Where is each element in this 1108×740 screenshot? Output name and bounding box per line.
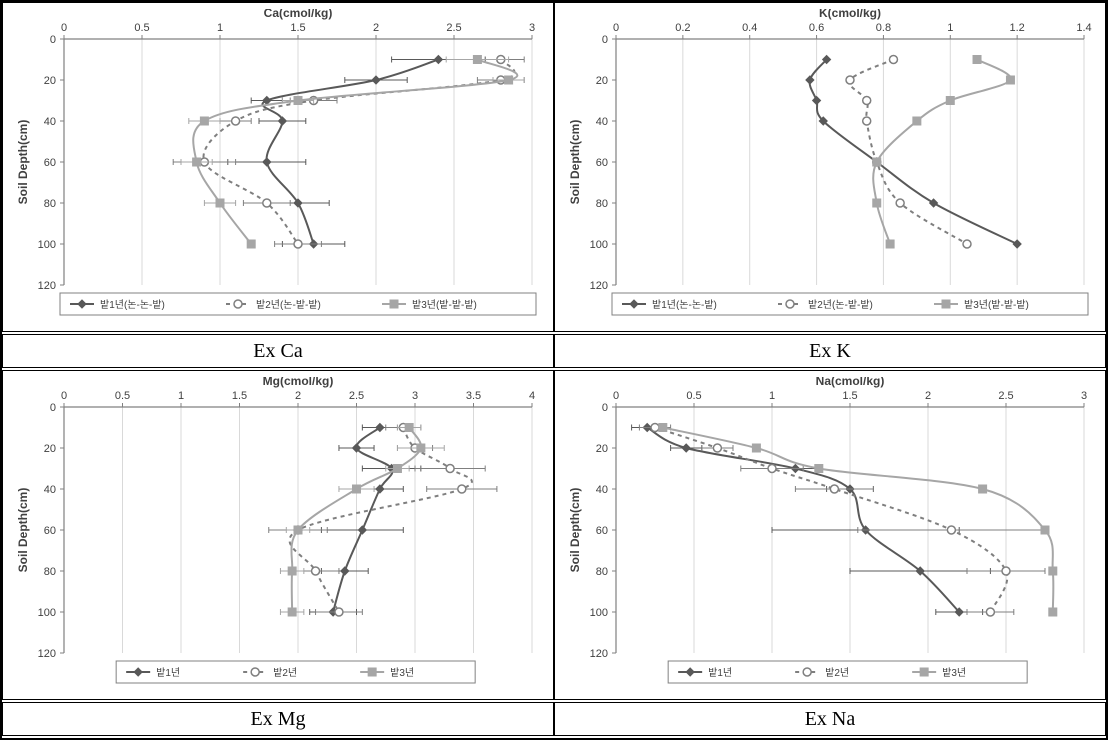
svg-text:0: 0 xyxy=(613,390,619,402)
svg-text:밭2년(논-밭-밭): 밭2년(논-밭-밭) xyxy=(256,299,321,311)
svg-text:3: 3 xyxy=(412,390,418,402)
svg-text:0: 0 xyxy=(50,402,56,414)
chart-k: 0 0.2 0.4 0.6 0.8 1 1.2 1.4 0 20 40 60 80 100 120 K(cmo… xyxy=(554,2,1106,332)
svg-text:40: 40 xyxy=(596,116,608,128)
svg-text:밭1년(논-논-밭): 밭1년(논-논-밭) xyxy=(652,299,717,311)
svg-text:0.5: 0.5 xyxy=(134,22,149,34)
svg-text:2: 2 xyxy=(925,390,931,402)
svg-text:0.5: 0.5 xyxy=(115,390,130,402)
caption-mg: Ex Mg xyxy=(2,702,554,736)
svg-text:2.5: 2.5 xyxy=(349,390,364,402)
svg-text:1.5: 1.5 xyxy=(842,390,857,402)
svg-text:2.5: 2.5 xyxy=(446,22,461,34)
svg-text:60: 60 xyxy=(596,157,608,169)
svg-text:0: 0 xyxy=(50,34,56,46)
chart-na: 0 0.5 1 1.5 2 2.5 3 0 20 40 60 80 100 120 Na(cmol/kg) S… xyxy=(554,370,1106,700)
svg-text:60: 60 xyxy=(44,157,56,169)
svg-text:밭3년: 밭3년 xyxy=(390,667,414,679)
svg-text:밭3년(밭-밭-밭): 밭3년(밭-밭-밭) xyxy=(412,299,477,311)
svg-text:1: 1 xyxy=(947,22,953,34)
svg-text:0: 0 xyxy=(61,22,67,34)
svg-text:1.4: 1.4 xyxy=(1076,22,1091,34)
svg-text:120: 120 xyxy=(590,280,608,292)
svg-text:2.5: 2.5 xyxy=(998,390,1013,402)
svg-text:0.5: 0.5 xyxy=(686,390,701,402)
svg-text:1: 1 xyxy=(769,390,775,402)
svg-text:0: 0 xyxy=(602,402,608,414)
svg-text:1: 1 xyxy=(217,22,223,34)
chart-ca: 0 0.5 1 1.5 2 2.5 3 0 20 40 60 80 100 120 Ca(cmol/kg) S… xyxy=(2,2,554,332)
svg-text:80: 80 xyxy=(44,198,56,210)
svg-text:1.5: 1.5 xyxy=(290,22,305,34)
svg-text:밭2년(논-밭-밭): 밭2년(논-밭-밭) xyxy=(808,299,873,311)
svg-text:밭3년: 밭3년 xyxy=(942,667,966,679)
svg-text:20: 20 xyxy=(596,443,608,455)
svg-text:Soil Depth(cm): Soil Depth(cm) xyxy=(568,120,582,205)
svg-text:밭1년: 밭1년 xyxy=(156,667,180,679)
svg-text:60: 60 xyxy=(596,525,608,537)
svg-text:1.5: 1.5 xyxy=(232,390,247,402)
svg-text:Soil Depth(cm): Soil Depth(cm) xyxy=(16,488,30,573)
svg-text:K(cmol/kg): K(cmol/kg) xyxy=(819,9,881,20)
caption-ca: Ex Ca xyxy=(2,334,554,368)
svg-text:0.4: 0.4 xyxy=(742,22,757,34)
svg-text:100: 100 xyxy=(590,239,608,251)
svg-text:Soil Depth(cm): Soil Depth(cm) xyxy=(568,488,582,573)
chart-mg: 00.511.522.533.54020406080100120Mg(cmol/… xyxy=(2,370,554,700)
svg-text:20: 20 xyxy=(44,75,56,87)
svg-text:4: 4 xyxy=(529,390,535,402)
svg-text:40: 40 xyxy=(44,116,56,128)
svg-text:40: 40 xyxy=(596,484,608,496)
svg-text:밭1년(논-논-밭): 밭1년(논-논-밭) xyxy=(100,299,165,311)
svg-text:Mg(cmol/kg): Mg(cmol/kg) xyxy=(263,377,334,388)
chart-grid: 00.511.522.53020406080100120Ca(cmol/kg)S… xyxy=(0,0,1108,740)
svg-text:1.2: 1.2 xyxy=(1009,22,1024,34)
svg-text:20: 20 xyxy=(596,75,608,87)
svg-text:80: 80 xyxy=(44,566,56,578)
svg-text:60: 60 xyxy=(44,525,56,537)
svg-text:0: 0 xyxy=(602,34,608,46)
svg-text:밭2년: 밭2년 xyxy=(825,667,849,679)
svg-text:40: 40 xyxy=(44,484,56,496)
svg-text:2: 2 xyxy=(373,22,379,34)
svg-text:100: 100 xyxy=(38,239,56,251)
svg-text:Soil Depth(cm): Soil Depth(cm) xyxy=(16,120,30,205)
svg-text:밭2년: 밭2년 xyxy=(273,667,297,679)
svg-text:100: 100 xyxy=(38,607,56,619)
svg-text:0.2: 0.2 xyxy=(675,22,690,34)
svg-text:0.6: 0.6 xyxy=(809,22,824,34)
svg-text:20: 20 xyxy=(44,443,56,455)
svg-text:2: 2 xyxy=(295,390,301,402)
svg-text:80: 80 xyxy=(596,198,608,210)
svg-text:0: 0 xyxy=(61,390,67,402)
svg-text:100: 100 xyxy=(590,607,608,619)
svg-text:1: 1 xyxy=(178,390,184,402)
svg-text:밭3년(밭-밭-밭): 밭3년(밭-밭-밭) xyxy=(964,299,1029,311)
svg-text:120: 120 xyxy=(38,648,56,660)
svg-text:밭1년: 밭1년 xyxy=(708,667,732,679)
caption-na: Ex Na xyxy=(554,702,1106,736)
svg-text:120: 120 xyxy=(590,648,608,660)
svg-text:3: 3 xyxy=(1081,390,1087,402)
svg-text:Na(cmol/kg): Na(cmol/kg) xyxy=(816,377,885,388)
svg-text:0: 0 xyxy=(613,22,619,34)
svg-text:3.5: 3.5 xyxy=(466,390,481,402)
svg-text:120: 120 xyxy=(38,280,56,292)
svg-text:3: 3 xyxy=(529,22,535,34)
caption-k: Ex K xyxy=(554,334,1106,368)
svg-text:0.8: 0.8 xyxy=(876,22,891,34)
svg-text:80: 80 xyxy=(596,566,608,578)
svg-text:Ca(cmol/kg): Ca(cmol/kg) xyxy=(264,9,333,20)
